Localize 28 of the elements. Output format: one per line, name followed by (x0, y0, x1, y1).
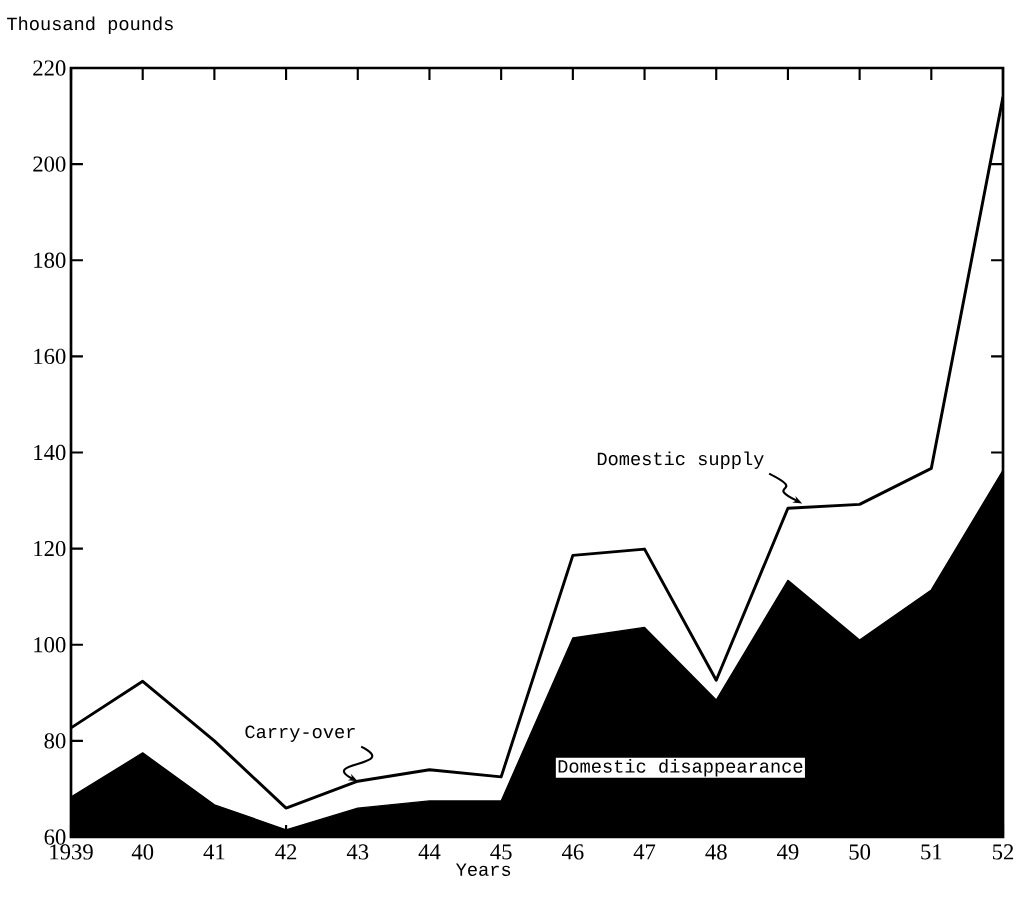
y-tick-label: 120 (34, 540, 66, 557)
y-tick-label: 100 (34, 637, 66, 653)
y-tick-label: 200 (33, 156, 66, 172)
x-tick-label: 43 (346, 844, 369, 860)
y-tick-label: 160 (34, 348, 66, 365)
x-tick-label: 51 (921, 844, 942, 860)
x-tick-label: 49 (777, 844, 799, 860)
x-tick-label: 45 (490, 844, 512, 860)
x-tick-label: 42 (275, 844, 297, 860)
x-tick-label: 47 (633, 844, 656, 860)
x-tick-label: 50 (849, 844, 871, 860)
x-tick-label: 46 (561, 844, 584, 860)
x-tick-label: 52 (992, 844, 1014, 860)
x-tick-label: 44 (418, 844, 441, 860)
y-tick-label: 180 (34, 252, 66, 268)
series-label: Domestic disappearance (558, 759, 803, 777)
x-tick-label: 40 (131, 844, 154, 860)
x-axis-title: Years (456, 863, 511, 876)
x-tick-label: 41 (203, 844, 225, 860)
x-tick-label: 48 (705, 844, 727, 860)
text: Domestic supply (597, 451, 764, 469)
annotation: Carry-over (245, 725, 355, 742)
x-tick-label: 1939 (50, 844, 93, 860)
y-tick-label: 140 (34, 444, 66, 461)
y-tick-label: 220 (33, 60, 66, 76)
y-axis-title: Thousand pounds (7, 16, 173, 34)
y-tick-label: 80 (44, 733, 66, 749)
y-tick-label: 60 (44, 829, 66, 845)
